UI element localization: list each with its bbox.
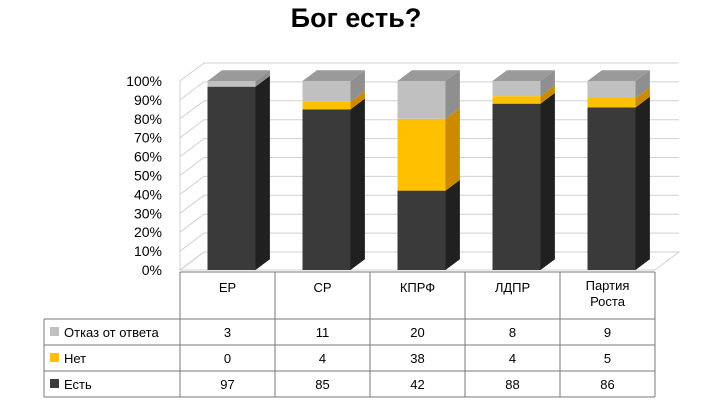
- bar-segment: [492, 85, 555, 104]
- bar-segment-side: [540, 85, 555, 104]
- bar-segment-side: [255, 70, 270, 87]
- y-tick-label: 50%: [134, 168, 162, 184]
- x-category-label: ЕР: [219, 280, 236, 295]
- bar-segment-side: [635, 96, 650, 270]
- legend-entry: Нет: [64, 351, 86, 366]
- y-tick-label: 30%: [134, 205, 162, 221]
- data-label: 8: [509, 325, 516, 340]
- y-tick-label: 0%: [142, 262, 162, 278]
- bar-segment: [492, 70, 555, 97]
- bar-segment-side: [445, 179, 460, 270]
- x-category-label: ЛДПР: [495, 280, 530, 295]
- bar-segment: [587, 70, 650, 99]
- bar-segment-front: [492, 103, 541, 271]
- x-category-label: КПРФ: [400, 280, 435, 295]
- bar-segment-front: [492, 81, 541, 97]
- y-tick-label: 60%: [134, 149, 162, 165]
- data-label: 4: [319, 351, 326, 366]
- bar-segment: [302, 70, 365, 102]
- bar-segment: [207, 75, 270, 271]
- data-label: 86: [600, 377, 614, 392]
- data-label: 88: [505, 377, 519, 392]
- data-label: 20: [410, 325, 424, 340]
- bar-segment-side: [350, 70, 365, 102]
- bar-segment-side: [350, 90, 365, 110]
- chart-title: Бог есть?: [291, 3, 422, 33]
- data-label: 3: [224, 325, 231, 340]
- bar-segment-front: [587, 107, 636, 271]
- x-category-label: Партия: [586, 278, 630, 293]
- y-tick-label: 90%: [134, 92, 162, 108]
- y-tick-label: 10%: [134, 243, 162, 259]
- x-category-label: СР: [313, 280, 331, 295]
- bar-segment-front: [207, 86, 256, 270]
- y-tick-label: 80%: [134, 111, 162, 127]
- bar-segment: [397, 108, 460, 191]
- gridline: [179, 62, 679, 82]
- bar-segment-side: [540, 70, 555, 97]
- y-axis: 0% 10% 20% 30% 40% 50% 60% 70% 80% 90% 100%: [126, 73, 162, 278]
- bar-segment-side: [540, 92, 555, 270]
- bar-segment-front: [302, 81, 351, 102]
- bar-segment: [397, 70, 460, 119]
- bar-top: [492, 70, 555, 81]
- bar-segment: [587, 87, 650, 108]
- bar-segment: [207, 70, 270, 87]
- bars: [207, 70, 650, 271]
- data-label: 4: [509, 351, 516, 366]
- bar-segment-side: [350, 98, 365, 270]
- bar-segment-side: [635, 70, 650, 99]
- bar-segment: [587, 96, 650, 271]
- data-label: 38: [410, 351, 424, 366]
- bar-segment: [302, 90, 365, 110]
- bar-segment-front: [207, 81, 256, 87]
- bar-segment: [302, 98, 365, 270]
- legend-swatch: [50, 379, 59, 388]
- bar-segment-front: [587, 81, 636, 99]
- data-label: 9: [604, 325, 611, 340]
- bar-segment: [492, 92, 555, 271]
- bar-segment-side: [635, 87, 650, 108]
- y-tick-label: 40%: [134, 186, 162, 202]
- data-label: 11: [316, 325, 330, 340]
- x-category-label: Роста: [590, 294, 626, 309]
- data-label: 5: [604, 351, 611, 366]
- bar-segment-front: [587, 98, 636, 108]
- y-tick-label: 100%: [126, 73, 162, 89]
- data-label: 85: [315, 377, 329, 392]
- bar-segment-side: [255, 75, 270, 271]
- bar-top: [207, 70, 270, 81]
- legend-swatch: [50, 327, 59, 336]
- bar-top: [397, 70, 460, 81]
- bar-segment-front: [397, 81, 446, 119]
- legend-swatch: [50, 353, 59, 362]
- bar-segment-side: [445, 108, 460, 191]
- bar-segment-front: [302, 101, 351, 110]
- bar-segment-side: [445, 70, 460, 119]
- bar-segment-front: [302, 109, 351, 270]
- y-tick-label: 20%: [134, 224, 162, 240]
- bar-segment-front: [397, 190, 446, 270]
- bar-segment: [397, 179, 460, 270]
- legend-entry: Есть: [64, 377, 92, 392]
- data-label: 97: [220, 377, 234, 392]
- y-tick-label: 70%: [134, 130, 162, 146]
- data-label: 0: [224, 351, 231, 366]
- data-label: 42: [410, 377, 424, 392]
- legend-entry: Отказ от ответа: [64, 325, 159, 340]
- bar-segment-front: [492, 96, 541, 104]
- bar-top: [587, 70, 650, 81]
- bar-segment-front: [397, 118, 446, 191]
- bar-top: [302, 70, 365, 81]
